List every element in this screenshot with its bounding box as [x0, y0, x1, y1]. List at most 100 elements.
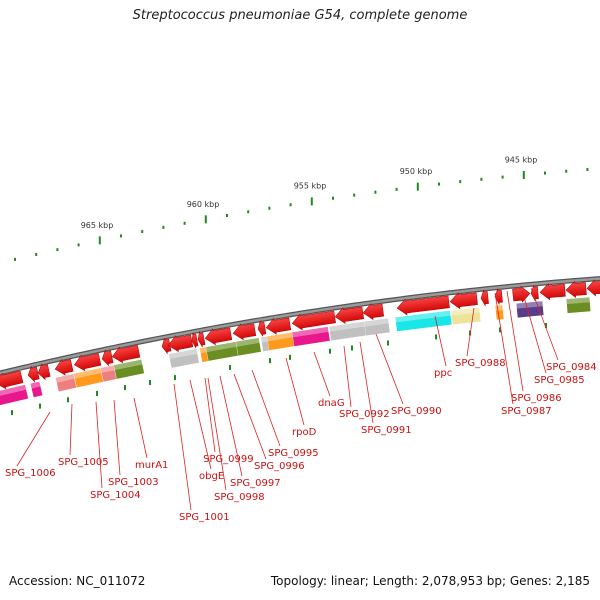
gene-arrow-forward-shape: [191, 332, 199, 349]
gene-arrow-forward-shape: [232, 323, 257, 341]
gene-arrow-forward-shape: [512, 285, 531, 303]
gene-cog-block-shine: [451, 307, 480, 316]
gene-cog-block-rect: [566, 297, 591, 314]
gene-arrow-forward-shape: [101, 349, 114, 367]
gene-cog-block-shine: [566, 297, 590, 305]
gene-arrow-forward-shape: [565, 280, 587, 299]
gene-cog-block: [267, 332, 294, 351]
leader-line: [251, 369, 281, 447]
leader-line: [189, 379, 212, 470]
gene-label: SPG_0990: [391, 406, 442, 417]
leader-line: [375, 333, 404, 405]
gene-label: ppc: [434, 368, 452, 379]
gene-label: murA1: [135, 460, 168, 471]
gene-cog-block: [516, 301, 544, 318]
gene-label: SPG_0988: [455, 358, 506, 369]
gene-cog-block-shine: [30, 381, 41, 389]
gene-cog-block: [100, 365, 117, 382]
gene-arrow-forward: [362, 303, 385, 321]
gene-label: SPG_0998: [214, 492, 265, 503]
gene-cog-block-shine: [364, 318, 389, 327]
gene-cog-block-rect: [516, 301, 544, 318]
gene-cog-block-rect: [30, 381, 43, 398]
gene-cog-block: [292, 326, 330, 347]
gene-arrow-forward: [232, 323, 257, 341]
gene-cog-block: [395, 310, 452, 332]
gene-cog-block-rect: [329, 321, 366, 341]
gene-label: dnaG: [318, 398, 345, 409]
gene-arrow-forward-shape: [480, 289, 489, 307]
gene-arrow-forward: [257, 320, 267, 337]
gene-arrow-forward: [586, 279, 600, 297]
gene-cog-block: [495, 305, 504, 320]
gene-arrow-forward: [111, 345, 141, 364]
gene-arrow-forward: [191, 332, 199, 349]
gene-cog-block-rect: [73, 368, 104, 388]
gene-cog-block-shine: [267, 332, 293, 342]
gene-arrow-forward: [565, 280, 587, 299]
gene-cog-block-shine: [292, 326, 329, 338]
gene-cog-block-shine: [113, 359, 143, 371]
page-title: Streptococcus pneumoniae G54, complete g…: [132, 8, 468, 23]
leader-line: [521, 289, 547, 374]
gene-label: SPG_0997: [230, 478, 281, 489]
gene-arrow-forward: [512, 285, 531, 303]
gene-cog-block: [199, 347, 209, 363]
leader-line: [313, 351, 331, 397]
gene-label: SPG_0984: [546, 362, 597, 373]
leader-line: [173, 383, 192, 511]
gene-label: SPG_0985: [534, 375, 585, 386]
leader-line: [466, 307, 475, 357]
gene-cog-block: [73, 368, 104, 388]
gene-arrow-forward: [396, 295, 450, 316]
gene-label: SPG_0996: [254, 461, 305, 472]
gene-arrow-forward: [54, 358, 74, 376]
gene-arrow-forward-shape: [73, 353, 102, 372]
gene-arrow-forward-shape: [197, 331, 206, 348]
scale-label: 960 kbp: [187, 200, 220, 209]
leader-line: [359, 341, 374, 424]
gene-cog-block-shine: [206, 341, 237, 353]
gene-arrow-forward-shape: [449, 292, 478, 310]
leader-line: [69, 403, 73, 456]
genome-backbone-highlight: [0, 277, 600, 375]
leader-line: [219, 375, 243, 477]
gene-cog-block: [0, 384, 29, 406]
gene-cog-block-shine: [235, 337, 260, 347]
gene-cog-block-rect: [206, 341, 238, 361]
gene-arrow-forward: [197, 331, 206, 348]
gene-cog-block-rect: [199, 347, 209, 363]
gene-cog-block: [566, 297, 591, 314]
gene-arrow-forward-shape: [37, 363, 51, 381]
gene-cog-block: [364, 318, 390, 336]
gene-label: SPG_1006: [5, 468, 56, 479]
gene-cog-block-shine: [516, 301, 543, 309]
gene-cog-block: [329, 321, 366, 341]
gene-arrow-forward-shape: [530, 284, 539, 302]
gene-cog-block-shine: [199, 347, 207, 354]
gene-arrow-forward-shape: [494, 288, 503, 305]
gene-arrow-forward: [73, 353, 102, 372]
gene-arrow-forward-shape: [362, 303, 385, 321]
gene-arrow-forward: [480, 289, 489, 307]
gene-arrow-forward-shape: [539, 283, 566, 301]
leader-line: [95, 401, 103, 489]
gene-arrow-forward: [291, 310, 336, 331]
gene-arrow-forward-shape: [204, 327, 233, 346]
leader-line: [285, 357, 305, 426]
scale-label: 965 kbp: [81, 221, 114, 230]
gene-cog-block: [451, 307, 481, 325]
scale-label: 950 kbp: [400, 167, 433, 176]
gene-arrow-forward: [204, 327, 233, 346]
gene-cog-block-rect: [113, 359, 145, 379]
leader-line: [16, 411, 51, 467]
gene-cog-block-rect: [235, 337, 262, 356]
gene-cog-block-rect: [100, 365, 117, 382]
genome-stats-text: Topology: linear; Length: 2,078,953 bp; …: [270, 574, 590, 588]
gene-arrow-forward-shape: [396, 295, 450, 316]
leader-line: [133, 397, 148, 459]
leader-line: [530, 287, 559, 361]
gene-arrow-forward: [101, 349, 114, 367]
